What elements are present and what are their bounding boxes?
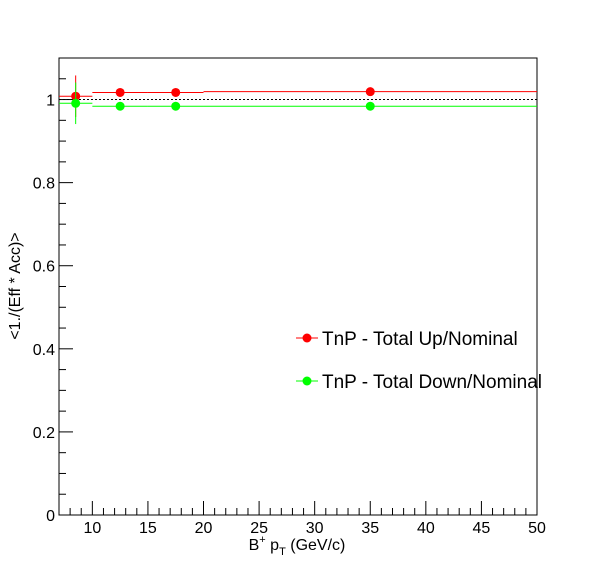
legend: TnP - Total Up/Nominal TnP - Total Down/N… [296, 329, 542, 393]
data-point [71, 98, 81, 108]
x-tick-label: 20 [195, 520, 213, 537]
x-tick-label: 15 [139, 520, 157, 537]
x-tick-label: 35 [361, 520, 379, 537]
data-point [171, 101, 181, 111]
x-tick-label: 30 [306, 520, 324, 537]
y-tick-label: 0.6 [33, 259, 55, 276]
y-axis: 0 0.2 0.4 0.6 0.8 1 [33, 57, 73, 525]
legend-entry-2: TnP - Total Down/Nominal [296, 372, 542, 393]
x-tick-label: 50 [528, 520, 546, 537]
x-tick-label: 10 [83, 520, 101, 537]
legend-entry-1: TnP - Total Up/Nominal [296, 329, 518, 350]
data-point [115, 87, 125, 97]
series-2 [59, 82, 537, 125]
y-tick-label: 0.2 [33, 425, 55, 442]
x-tick-label: 45 [473, 520, 491, 537]
x-tick-label: 40 [417, 520, 435, 537]
legend-label: TnP - Total Up/Nominal [322, 329, 518, 350]
legend-label: TnP - Total Down/Nominal [322, 372, 542, 393]
legend-marker [302, 333, 312, 343]
legend-marker [302, 376, 312, 386]
y-tick-label: 0 [46, 508, 55, 525]
y-axis-label: <1./(Eff * Acc)> [7, 232, 24, 339]
series-layer [59, 75, 537, 125]
y-tick-label: 1 [46, 93, 55, 110]
data-point [171, 87, 181, 97]
y-tick-label: 0.4 [33, 342, 55, 359]
x-axis: 10 15 20 25 30 35 40 45 50 [58, 501, 546, 537]
x-tick-label: 25 [250, 520, 268, 537]
plot-frame [58, 57, 538, 516]
series-1 [59, 75, 537, 117]
y-tick-label: 0.8 [33, 176, 55, 193]
data-point [365, 87, 375, 97]
x-axis-label: B+ pT (GeV/c) [249, 534, 346, 558]
data-point [115, 101, 125, 111]
data-point [365, 101, 375, 111]
